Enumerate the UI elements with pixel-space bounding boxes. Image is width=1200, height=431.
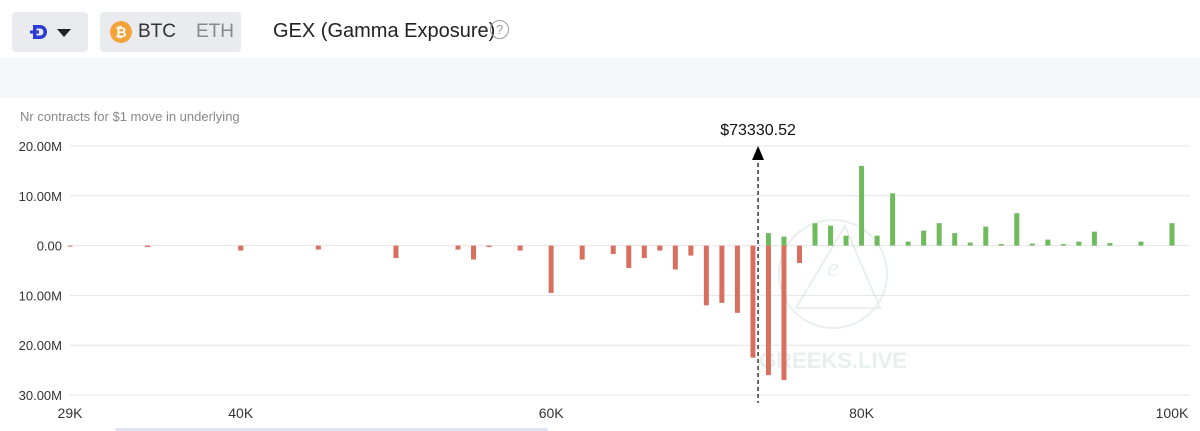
negative-gex-bar[interactable] bbox=[610, 245, 616, 255]
x-tick-label: 29K bbox=[58, 405, 84, 421]
positive-gex-bar[interactable] bbox=[1014, 213, 1020, 246]
negative-gex-bar[interactable] bbox=[455, 245, 461, 250]
spot-price-label: $73330.52 bbox=[720, 122, 796, 139]
negative-gex-bar[interactable] bbox=[579, 245, 585, 260]
x-tick-label: 100K bbox=[1156, 405, 1189, 421]
positive-gex-bar[interactable] bbox=[1045, 239, 1051, 246]
question-icon[interactable]: ? bbox=[490, 20, 509, 39]
spot-price-marker: $73330.52 bbox=[720, 122, 796, 403]
negative-gex-bar[interactable] bbox=[703, 245, 709, 306]
negative-gex-bar[interactable] bbox=[145, 245, 151, 248]
negative-gex-bar[interactable] bbox=[688, 245, 694, 256]
positive-gex-bar[interactable] bbox=[952, 233, 958, 246]
arrow-up-icon bbox=[752, 146, 765, 160]
positive-gex-bar[interactable] bbox=[1091, 231, 1097, 246]
y-tick-label: 20.00M bbox=[19, 139, 62, 154]
negative-gex-bar[interactable] bbox=[781, 245, 787, 381]
y-tick-label: 10.00M bbox=[19, 288, 62, 303]
positive-gex-bar[interactable] bbox=[1060, 244, 1066, 246]
negative-gex-bar[interactable] bbox=[641, 245, 647, 259]
negative-gex-bar[interactable] bbox=[750, 245, 756, 358]
x-tick-label: 80K bbox=[849, 405, 875, 421]
toolbar-band bbox=[0, 58, 1200, 98]
positive-gex-bar[interactable] bbox=[781, 236, 787, 246]
positive-gex-bar[interactable] bbox=[1138, 241, 1144, 246]
y-axis-title: Nr contracts for $1 move in underlying bbox=[20, 109, 240, 124]
bitcoin-icon: ₿ bbox=[110, 21, 132, 43]
negative-gex-bar[interactable] bbox=[315, 245, 321, 250]
watermark-text: GREEKS.LIVE bbox=[759, 348, 907, 373]
svg-text:e: e bbox=[827, 253, 839, 282]
negative-gex-bar[interactable] bbox=[393, 245, 399, 259]
y-tick-label: 10.00M bbox=[19, 189, 62, 204]
positive-gex-bar[interactable] bbox=[765, 233, 771, 246]
negative-gex-bar[interactable] bbox=[471, 245, 477, 260]
y-tick-labels: 20.00M 10.00M 0.00 10.00M 20.00M 30.00M bbox=[19, 139, 62, 403]
x-tick-label: 60K bbox=[539, 405, 565, 421]
gex-chart: Nr contracts for $1 move in underlying 2… bbox=[19, 109, 1190, 421]
top-bar: ₿ BTC ETH GEX (Gamma Exposure) ? bbox=[0, 0, 1200, 60]
positive-gex-bar[interactable] bbox=[967, 242, 973, 246]
negative-gex-bar[interactable] bbox=[672, 245, 678, 270]
x-tick-labels: 29K 40K 60K 80K 100K bbox=[58, 405, 1189, 421]
negative-gex-bar[interactable] bbox=[796, 245, 802, 264]
coin-btc-label: BTC bbox=[138, 21, 176, 42]
coin-selector: ₿ BTC ETH bbox=[100, 12, 241, 52]
exchange-selector[interactable] bbox=[12, 12, 88, 52]
positive-gex-bar[interactable] bbox=[890, 193, 896, 246]
coin-btc-button[interactable]: ₿ BTC bbox=[100, 12, 176, 52]
zoom-slider[interactable] bbox=[115, 428, 548, 431]
page-title: GEX (Gamma Exposure) bbox=[273, 20, 496, 42]
negative-gex-bar[interactable] bbox=[548, 245, 554, 293]
grid-lines bbox=[70, 145, 1190, 396]
positive-gex-bar[interactable] bbox=[812, 223, 818, 246]
positive-gex-bar[interactable] bbox=[1076, 241, 1082, 246]
caret-down-icon bbox=[57, 29, 71, 37]
negative-gex-bar[interactable] bbox=[719, 245, 725, 303]
coin-eth-button[interactable]: ETH bbox=[196, 21, 234, 42]
positive-gex-bar[interactable] bbox=[874, 235, 880, 246]
positive-gex-bar[interactable] bbox=[1169, 223, 1175, 246]
positive-gex-bar[interactable] bbox=[936, 223, 942, 246]
deribit-icon bbox=[30, 25, 47, 39]
y-tick-label: 30.00M bbox=[19, 388, 62, 403]
positive-gex-bar[interactable] bbox=[998, 244, 1004, 246]
positive-gex-bar[interactable] bbox=[1107, 243, 1113, 246]
negative-gex-bar[interactable] bbox=[765, 245, 771, 376]
positive-gex-bar[interactable] bbox=[828, 225, 834, 246]
y-tick-label: 0.00 bbox=[37, 239, 62, 254]
x-tick-label: 40K bbox=[228, 405, 254, 421]
positive-gex-bar[interactable] bbox=[859, 165, 865, 246]
negative-gex-bar[interactable] bbox=[238, 245, 244, 251]
positive-gex-bar[interactable] bbox=[905, 241, 911, 246]
positive-gex-bar[interactable] bbox=[921, 230, 927, 246]
y-tick-label: 20.00M bbox=[19, 338, 62, 353]
negative-gex-bar[interactable] bbox=[486, 245, 492, 248]
bar-series bbox=[67, 165, 1175, 381]
negative-gex-bar[interactable] bbox=[626, 245, 632, 269]
positive-gex-bar[interactable] bbox=[983, 226, 989, 246]
negative-gex-bar[interactable] bbox=[657, 245, 663, 251]
positive-gex-bar[interactable] bbox=[1029, 243, 1035, 246]
negative-gex-bar[interactable] bbox=[67, 245, 73, 247]
positive-gex-bar[interactable] bbox=[843, 235, 849, 246]
negative-gex-bar[interactable] bbox=[517, 245, 523, 251]
negative-gex-bar[interactable] bbox=[734, 245, 740, 313]
